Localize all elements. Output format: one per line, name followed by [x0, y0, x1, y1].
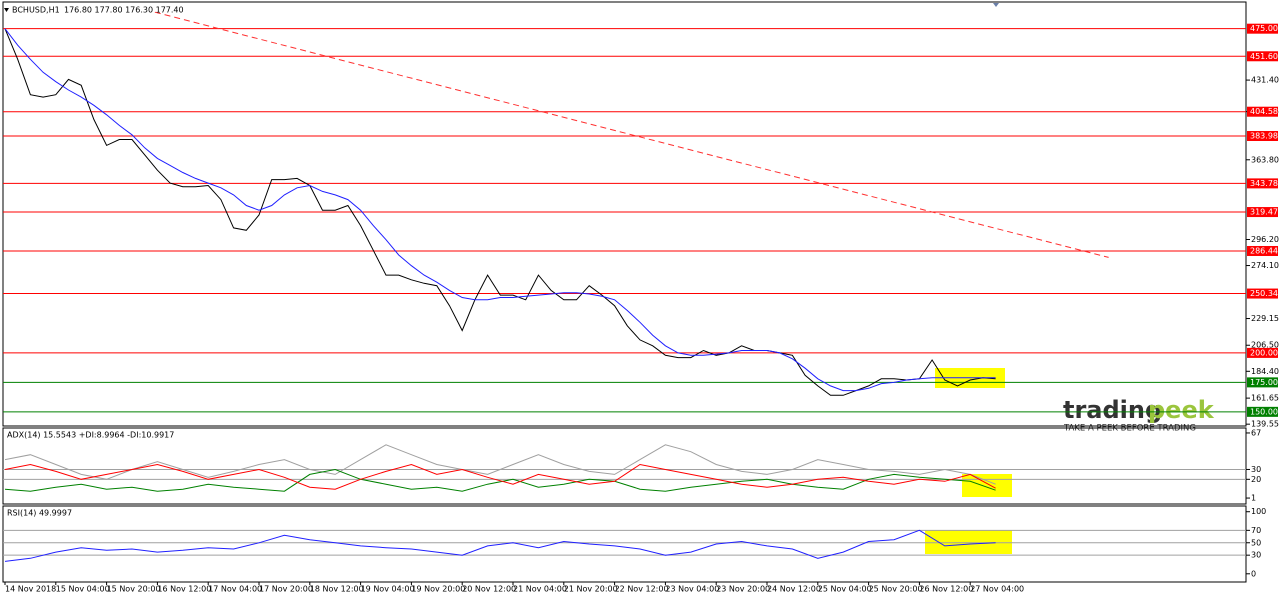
- pane-frame: [2, 505, 1247, 583]
- level-label-box: [1247, 406, 1278, 417]
- y-tick-label: 139.55: [1251, 420, 1279, 429]
- y-tick-label: 50: [1251, 538, 1261, 547]
- watermark-a: trading: [1063, 396, 1162, 424]
- watermark-b: peek: [1148, 396, 1215, 424]
- level-label-box: [1247, 347, 1278, 358]
- level-label-box: [1247, 130, 1278, 141]
- x-tick-label: 17 Nov 04:00: [208, 585, 262, 594]
- y-tick-label: 363.80: [1251, 155, 1279, 164]
- trendline: [154, 11, 1109, 258]
- y-tick-label: 30: [1251, 551, 1261, 560]
- y-tick-label: 20: [1251, 475, 1261, 484]
- series-line: [4, 444, 996, 485]
- x-tick-label: 24 Nov 12:00: [767, 585, 821, 594]
- y-tick-label: 431.40: [1251, 76, 1279, 85]
- x-tick-label: 23 Nov 04:00: [665, 585, 719, 594]
- level-label: 404.58: [1250, 107, 1278, 116]
- x-tick-label: 21 Nov 04:00: [513, 585, 567, 594]
- x-tick-label: 19 Nov 04:00: [361, 585, 415, 594]
- x-tick-label: 16 Nov 12:00: [157, 585, 211, 594]
- pane-frame: [2, 427, 1247, 505]
- x-tick-label: 26 Nov 12:00: [919, 585, 973, 594]
- y-tick-label: 184.40: [1251, 367, 1279, 376]
- level-label: 343.78: [1250, 179, 1278, 188]
- pane-frame: [2, 1, 1247, 427]
- level-label-box: [1247, 207, 1278, 218]
- x-tick-label: 15 Nov 04:00: [56, 585, 110, 594]
- level-label: 319.47: [1250, 208, 1278, 217]
- series-line: [4, 28, 996, 392]
- quote: 176.80 177.80 176.30 177.40: [64, 6, 184, 15]
- x-tick-label: 21 Nov 20:00: [564, 585, 618, 594]
- x-tick-label: 14 Nov 2018: [5, 585, 56, 594]
- pane-title: RSI(14) 49.9997: [7, 509, 72, 518]
- series-line: [4, 28, 996, 396]
- x-tick-label: 22 Nov 12:00: [615, 585, 669, 594]
- x-tick-label: 23 Nov 20:00: [716, 585, 770, 594]
- level-label-box: [1247, 51, 1278, 62]
- y-tick-label: 1: [1251, 494, 1256, 503]
- level-label: 200.00: [1250, 348, 1278, 357]
- x-tick-label: 19 Nov 20:00: [411, 585, 465, 594]
- shift-marker: [993, 3, 999, 7]
- level-label-box: [1247, 178, 1278, 189]
- y-tick-label: 0: [1251, 569, 1256, 578]
- level-label-box: [1247, 377, 1278, 388]
- menu-arrow[interactable]: [4, 8, 9, 12]
- level-label: 175.00: [1250, 378, 1278, 387]
- symbol: BCHUSD,H1: [12, 6, 60, 15]
- y-tick-label: 296.20: [1251, 235, 1279, 244]
- y-tick-label: 206.50: [1251, 341, 1279, 350]
- x-tick-label: 27 Nov 04:00: [970, 585, 1024, 594]
- level-label: 475.00: [1250, 24, 1278, 33]
- level-label: 383.98: [1250, 131, 1278, 140]
- level-label: 150.00: [1250, 407, 1278, 416]
- x-tick-label: 15 Nov 20:00: [107, 585, 161, 594]
- y-tick-label: 161.65: [1251, 394, 1279, 403]
- x-tick-label: 25 Nov 20:00: [869, 585, 923, 594]
- level-label-box: [1247, 106, 1278, 117]
- highlight: [962, 474, 1012, 497]
- x-tick-label: 17 Nov 20:00: [259, 585, 313, 594]
- level-label-box: [1247, 288, 1278, 299]
- y-tick-label: 70: [1251, 526, 1261, 535]
- x-tick-label: 20 Nov 12:00: [462, 585, 516, 594]
- y-tick-label: 67: [1251, 428, 1261, 437]
- level-label: 286.44: [1250, 246, 1278, 255]
- x-tick-label: 18 Nov 12:00: [310, 585, 364, 594]
- series-line: [4, 468, 996, 492]
- level-label: 250.34: [1250, 289, 1278, 298]
- series-line: [4, 463, 996, 490]
- y-tick-label: 274.10: [1251, 261, 1279, 270]
- x-tick-label: 25 Nov 04:00: [818, 585, 872, 594]
- y-tick-label: 229.15: [1251, 314, 1279, 323]
- pane-title: ADX(14) 15.5543 +DI:8.9964 -DI:10.9917: [7, 431, 174, 440]
- level-label-box: [1247, 245, 1278, 256]
- level-label-box: [1247, 23, 1278, 34]
- y-tick-label: 30: [1251, 465, 1261, 474]
- highlight: [925, 530, 1012, 554]
- level-label: 451.60: [1250, 52, 1278, 61]
- y-tick-label: 100: [1251, 507, 1266, 516]
- series-line: [4, 529, 996, 562]
